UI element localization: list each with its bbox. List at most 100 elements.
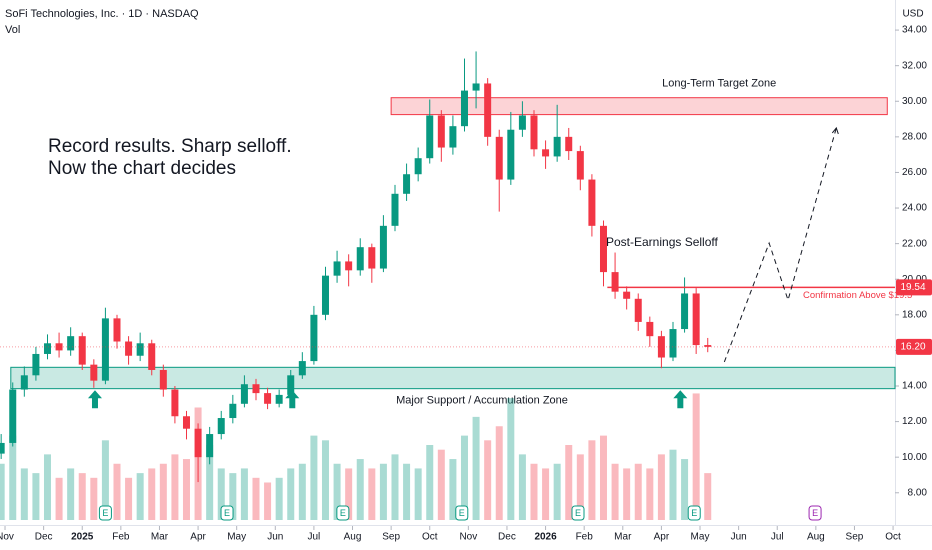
- price-label: 16.20: [900, 341, 925, 352]
- candle-body: [345, 261, 353, 271]
- y-tick-label: 20.00: [902, 274, 927, 285]
- x-tick-label: Dec: [35, 532, 53, 543]
- volume-bar: [542, 468, 550, 520]
- candle-body: [32, 353, 40, 376]
- projection-path: [723, 127, 837, 363]
- candle-body: [136, 343, 144, 356]
- zone: [390, 97, 888, 116]
- candle-body: [669, 329, 677, 358]
- candle-body: [171, 389, 179, 417]
- volume-bar: [414, 468, 422, 520]
- earnings-label: E: [224, 508, 230, 518]
- candle-body: [43, 343, 51, 354]
- candle-body: [472, 83, 480, 91]
- zone-label: Major Support / Accumulation Zone: [396, 395, 568, 407]
- volume-bar: [90, 477, 98, 520]
- x-tick-label: Jun: [267, 532, 283, 543]
- candle-body: [634, 298, 642, 322]
- volume-bar: [217, 468, 225, 520]
- x-tick-label: Nov: [0, 532, 14, 543]
- candle-body: [333, 261, 341, 276]
- volume-bar: [252, 477, 260, 520]
- candle-body: [78, 336, 86, 365]
- candle-body: [588, 179, 596, 226]
- volume-bar: [67, 468, 75, 520]
- volume-bar: [379, 463, 387, 520]
- x-tick-label: Sep: [846, 532, 864, 543]
- candle-body: [623, 291, 631, 299]
- candle-body: [565, 136, 573, 152]
- candle-body: [252, 384, 260, 394]
- volume-bar: [623, 468, 631, 520]
- volume-bar: [426, 445, 434, 520]
- candle-body: [495, 136, 503, 180]
- volume-bar: [588, 440, 596, 520]
- candle-body: [542, 149, 550, 157]
- candle-body: [403, 174, 411, 194]
- level-note: Confirmation Above $19.5: [803, 290, 912, 301]
- candle-body: [576, 151, 584, 180]
- signal-arrow: [673, 390, 688, 409]
- candle-body: [206, 434, 214, 458]
- candle-body: [9, 389, 17, 443]
- candle-body: [275, 394, 283, 404]
- x-tick-label: Jun: [731, 532, 747, 543]
- price-label: 19.54: [900, 282, 925, 293]
- candle-body: [356, 247, 364, 271]
- candle-body: [67, 336, 75, 351]
- earnings-label: E: [459, 508, 465, 518]
- currency-label[interactable]: USD: [902, 9, 923, 20]
- volume-bar: [449, 459, 457, 520]
- x-tick-label: Aug: [807, 532, 825, 543]
- candle-body: [484, 83, 492, 137]
- candle-body: [507, 129, 515, 180]
- volume-bar: [148, 468, 156, 520]
- zone-label: Long-Term Target Zone: [662, 78, 776, 90]
- projection-arrowhead: [831, 126, 839, 135]
- price-label-box: [896, 279, 932, 296]
- volume-bar: [553, 463, 561, 520]
- x-tick-label: Nov: [459, 532, 477, 543]
- candle-body: [90, 364, 98, 381]
- candle-body: [692, 293, 700, 346]
- x-tick-label: Aug: [344, 532, 362, 543]
- signal-arrow: [285, 390, 300, 409]
- volume-bar: [681, 459, 689, 520]
- candle-body: [379, 225, 387, 269]
- x-tick-label: Mar: [151, 532, 169, 543]
- volume-bar: [240, 468, 248, 520]
- volume-bar: [472, 416, 480, 520]
- volume-bar: [136, 473, 144, 520]
- y-tick-label: 26.00: [902, 167, 927, 178]
- earnings-marker: [220, 505, 234, 521]
- symbol-title: SoFi Technologies, Inc. · 1D · NASDAQ: [5, 8, 199, 20]
- volume-legend: Vol: [5, 24, 20, 36]
- candle-body: [264, 393, 272, 404]
- y-tick-label: 34.00: [902, 25, 927, 36]
- price-label-box: [896, 338, 932, 355]
- y-tick-label: 8.00: [908, 487, 928, 498]
- candle-body: [20, 375, 28, 390]
- candle-body: [426, 115, 434, 159]
- volume-bar: [403, 463, 411, 520]
- candle-body: [148, 343, 156, 370]
- x-tick-label: Feb: [112, 532, 130, 543]
- volume-bar: [484, 440, 492, 520]
- volume-bar: [32, 473, 40, 520]
- candle-body: [704, 345, 712, 347]
- volume-bar: [704, 473, 712, 520]
- volume-bar: [391, 454, 399, 520]
- candle-body: [657, 336, 665, 358]
- volume-bar: [599, 435, 607, 520]
- candle-body: [321, 275, 329, 315]
- x-tick-label: Feb: [576, 532, 594, 543]
- volume-bar: [692, 393, 700, 520]
- candle-body: [460, 90, 468, 127]
- volume-bar: [113, 463, 121, 520]
- candle-body: [310, 314, 318, 362]
- volume-bar: [518, 454, 526, 520]
- volume-bar: [646, 468, 654, 520]
- candle-body: [437, 115, 445, 148]
- volume-bar: [101, 440, 109, 520]
- y-tick-label: 18.00: [902, 309, 927, 320]
